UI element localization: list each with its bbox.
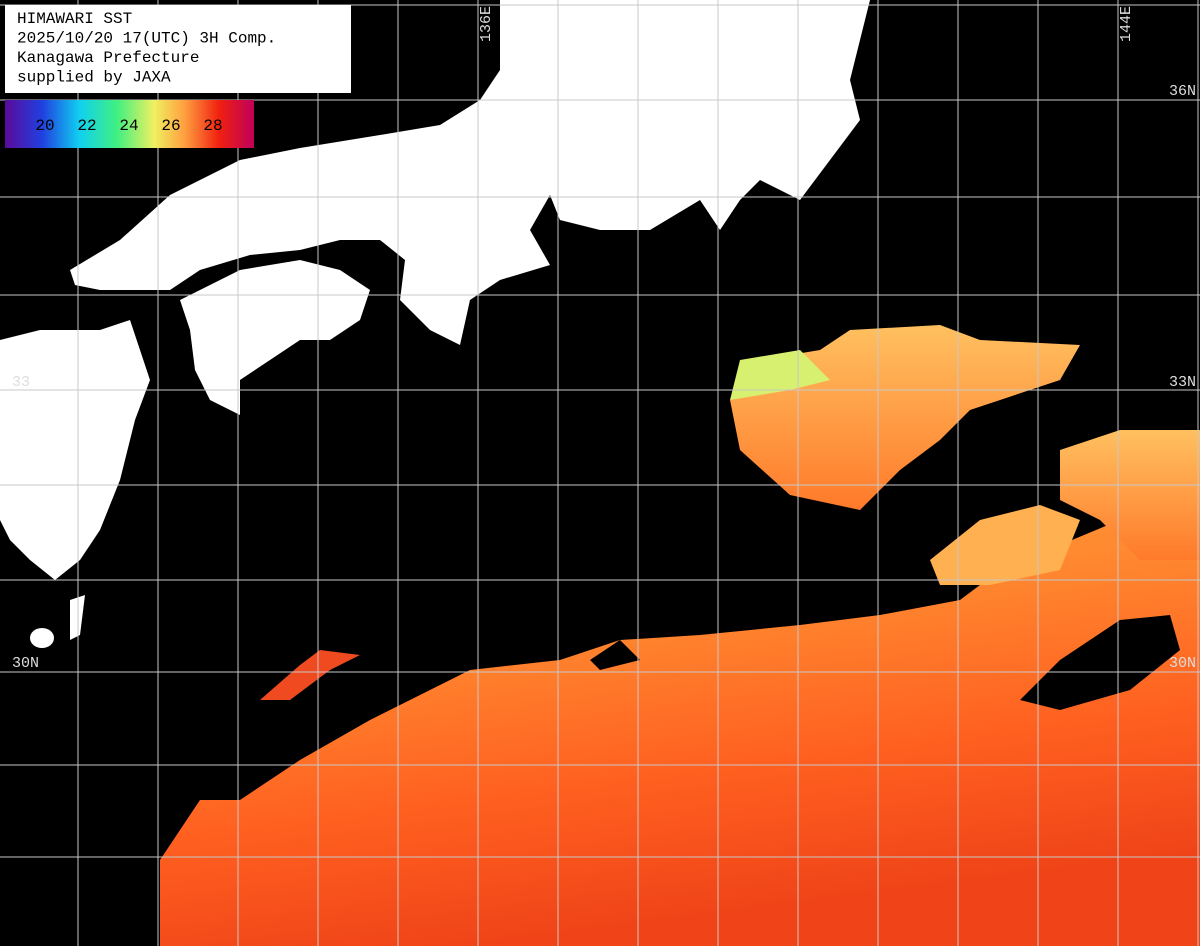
header-box <box>5 5 351 93</box>
lat-label: 33 <box>12 374 30 391</box>
land-honshu <box>70 0 870 345</box>
lon-label: 144E <box>1118 6 1135 42</box>
header-line: 2025/10/20 17(UTC) 3H Comp. <box>17 30 276 48</box>
lon-label: 136E <box>478 6 495 42</box>
lat-label: 36N <box>1169 83 1196 100</box>
colorbar-ticks: 20 22 24 26 28 <box>35 117 222 135</box>
land-shikoku <box>180 260 370 415</box>
land-island <box>30 628 54 648</box>
cloud-gap <box>590 640 640 670</box>
colorbar-tick-label: 22 <box>77 117 96 135</box>
lat-label: 30N <box>12 655 39 672</box>
colorbar-tick-label: 28 <box>203 117 222 135</box>
lat-label: 33N <box>1169 374 1196 391</box>
sst-patch <box>730 350 830 400</box>
sst-field <box>160 500 1200 946</box>
lat-label: 30N <box>1169 655 1196 672</box>
sst-patch <box>260 650 360 700</box>
sst-patch <box>930 505 1080 585</box>
colorbar-tick-label: 26 <box>161 117 180 135</box>
colorbar <box>5 100 254 148</box>
header-line: supplied by JAXA <box>17 69 171 87</box>
header-line: HIMAWARI SST <box>17 10 132 28</box>
land-kyushu <box>0 320 150 580</box>
colorbar-tick-label: 20 <box>35 117 54 135</box>
header-line: Kanagawa Prefecture <box>17 49 199 67</box>
sst-patch <box>1060 430 1200 560</box>
colorbar-tick-label: 24 <box>119 117 138 135</box>
header: HIMAWARI SST 2025/10/20 17(UTC) 3H Comp.K… <box>17 10 276 87</box>
grid-labels: 136E 144E 36N 33N 30N 33 30N <box>12 6 1196 672</box>
cloud-gap <box>1020 615 1180 710</box>
